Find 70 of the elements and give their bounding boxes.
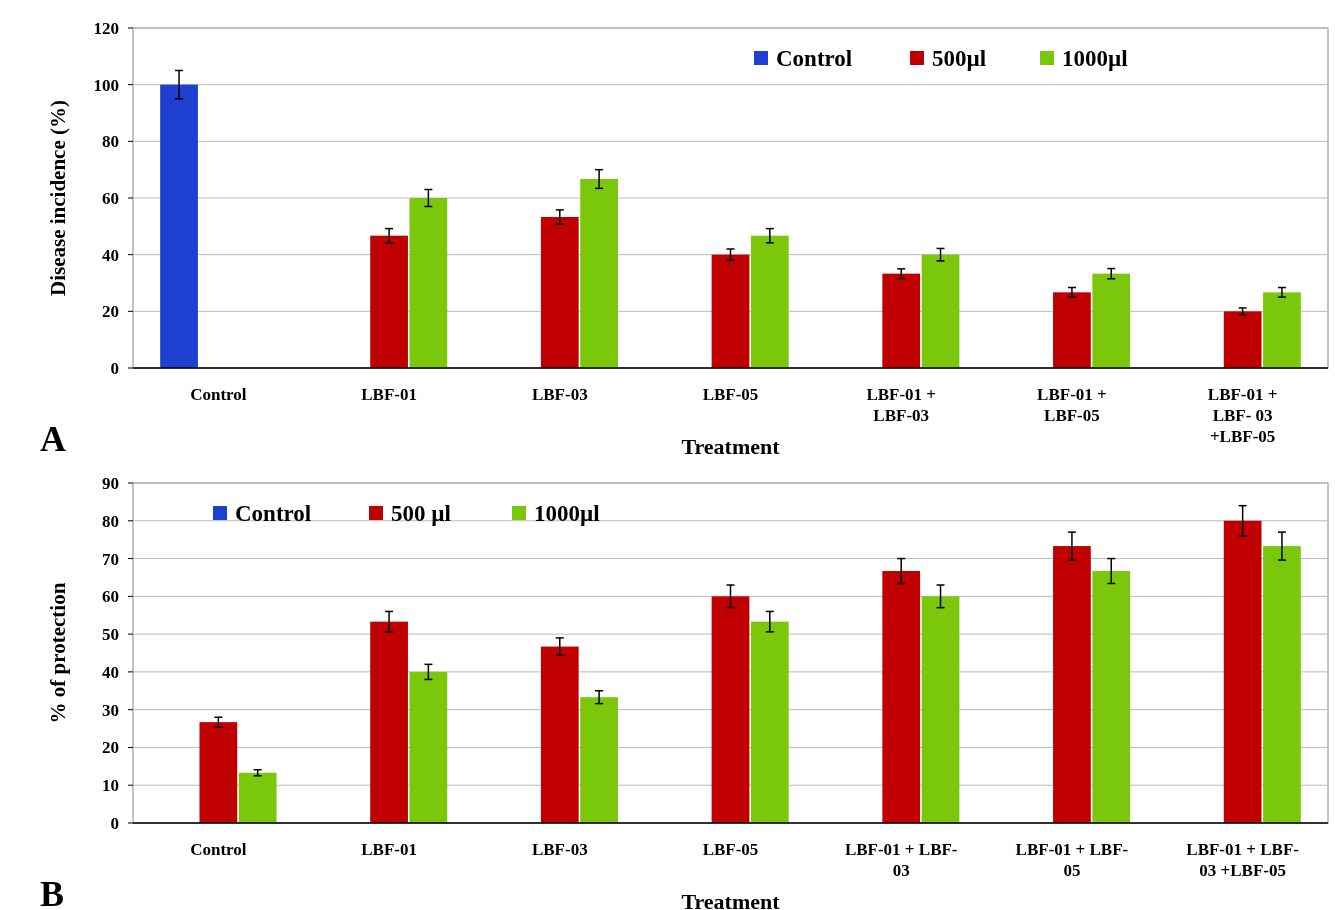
bar [409,198,448,368]
bar [750,621,789,823]
bar [199,722,238,823]
x-tick-label: LBF-01 [361,385,417,404]
legend-label: 500µl [932,46,987,72]
legend-label: 1000µl [1062,46,1128,72]
x-tick-label: Control [190,840,247,859]
x-tick-label: LBF-01 + LBF-05 [1037,385,1107,425]
bar [370,621,408,823]
bar [882,571,921,823]
x-tick-label: LBF-01 + LBF-03 [866,385,937,425]
bar [882,273,921,368]
bar [750,235,789,368]
bar [580,179,618,368]
bar [540,216,579,368]
x-tick-label: LBF-01 + LBF- 03 +LBF-05 [1186,840,1300,880]
x-tick-label: LBF-01 + LBF- 03 +LBF-05 [1207,385,1278,446]
y-tick-label: 70 [102,549,119,569]
y-tick-label: 80 [102,511,119,531]
y-tick-label: 0 [110,813,119,833]
bar [921,596,960,823]
y-tick-label: 0 [110,358,119,378]
y-axis-title: Disease incidence (%) [46,100,70,296]
y-tick-label: 60 [102,587,119,607]
x-axis-title: Treatment [681,889,781,910]
y-tick-label: 120 [93,18,119,38]
y-tick-label: 30 [102,700,119,720]
bar [238,772,277,823]
bar [1092,273,1131,368]
bar [1223,311,1262,368]
text: A [40,419,66,459]
y-tick-label: 50 [102,625,119,645]
x-tick-label: LBF-03 [531,840,588,859]
bar [711,596,750,823]
bar [1263,292,1301,368]
legend-label: 500 µl [391,501,451,527]
bar [409,671,448,823]
bar [160,84,198,368]
x-tick-label: LBF-01 [361,840,417,859]
bar [580,697,618,823]
bar [540,646,579,823]
bar [921,254,960,368]
x-tick-label: LBF-01 + LBF- 05 [1015,840,1129,880]
legend-label: Control [776,46,853,72]
legend-label: 1000µl [534,501,600,527]
bar [1223,520,1262,823]
legend-label: Control [235,501,312,527]
y-tick-label: 10 [102,776,119,796]
x-tick-label: Control [190,385,247,404]
y-axis-title: % of protection [46,582,70,724]
text: B [40,874,65,910]
x-tick-label: LBF-05 [702,840,759,859]
y-tick-label: 100 [93,75,119,95]
x-tick-label: LBF-01 + LBF- 03 [844,840,958,880]
bar [370,235,408,368]
bar [1092,571,1131,823]
y-tick-label: 20 [102,302,119,322]
x-tick-label: LBF-03 [531,385,588,404]
bar [711,254,750,368]
x-tick-label: LBF-05 [702,385,759,404]
y-tick-label: 40 [102,662,119,682]
y-tick-label: 90 [102,473,119,493]
bar [1053,292,1091,368]
bar [1263,546,1301,823]
y-tick-label: 80 [102,132,119,152]
x-axis-title: Treatment [681,434,781,459]
y-tick-label: 20 [102,738,119,758]
y-tick-label: 60 [102,188,119,208]
y-tick-label: 40 [102,245,119,265]
bar [1053,546,1091,823]
